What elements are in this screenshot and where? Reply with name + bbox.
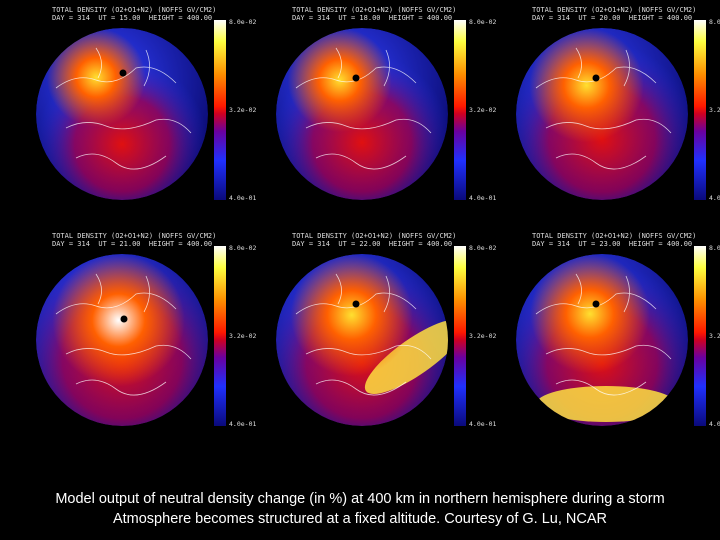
colorbar-mid-label: 3.2e-02: [229, 332, 257, 340]
colorbar-min-label: 4.0e-01: [229, 194, 257, 202]
globe-panel: TOTAL DENSITY (O2+O1+N2) (NOFFS GV/CM2) …: [502, 6, 720, 228]
colorbar-mid-label: 3.2e-02: [469, 106, 497, 114]
colorbar-max-label: 8.0e-02: [469, 244, 497, 252]
colorbar-max-label: 8.0e-02: [229, 244, 257, 252]
caption-line-1: Model output of neutral density change (…: [55, 491, 665, 507]
colorbar-min-label: 4.0e-01: [469, 194, 497, 202]
colorbar-max-label: 8.0e-02: [469, 18, 497, 26]
colorbar: [694, 20, 706, 200]
panel-header: TOTAL DENSITY (O2+O1+N2) (NOFFS GV/CM2) …: [532, 6, 697, 22]
panel-header: TOTAL DENSITY (O2+O1+N2) (NOFFS GV/CM2) …: [292, 6, 457, 22]
colorbar: [694, 246, 706, 426]
colorbar-mid-label: 3.2e-02: [709, 332, 720, 340]
panel-header: TOTAL DENSITY (O2+O1+N2) (NOFFS GV/CM2) …: [292, 232, 457, 248]
colorbar: [214, 20, 226, 200]
colorbar-max-label: 8.0e-02: [229, 18, 257, 26]
colorbar-min-label: 4.0e-01: [229, 420, 257, 428]
density-globe: [36, 254, 208, 426]
colorbar-max-label: 8.0e-02: [709, 244, 720, 252]
caption-line-2: Atmosphere becomes structured at a fixed…: [112, 511, 608, 527]
density-globe: [36, 28, 208, 200]
density-globe: [516, 254, 688, 426]
panel-header: TOTAL DENSITY (O2+O1+N2) (NOFFS GV/CM2) …: [52, 6, 217, 22]
colorbar: [454, 246, 466, 426]
colorbar-min-label: 4.0e-01: [709, 194, 720, 202]
panel-header: TOTAL DENSITY (O2+O1+N2) (NOFFS GV/CM2) …: [52, 232, 217, 248]
globe-panel: TOTAL DENSITY (O2+O1+N2) (NOFFS GV/CM2) …: [22, 232, 257, 454]
colorbar-mid-label: 3.2e-02: [709, 106, 720, 114]
density-globe: [276, 254, 448, 426]
panel-header: TOTAL DENSITY (O2+O1+N2) (NOFFS GV/CM2) …: [532, 232, 697, 248]
colorbar-mid-label: 3.2e-02: [469, 332, 497, 340]
globe-panel: TOTAL DENSITY (O2+O1+N2) (NOFFS GV/CM2) …: [502, 232, 720, 454]
globe-panel: TOTAL DENSITY (O2+O1+N2) (NOFFS GV/CM2) …: [262, 6, 497, 228]
colorbar-mid-label: 3.2e-02: [229, 106, 257, 114]
colorbar: [454, 20, 466, 200]
density-globe: [516, 28, 688, 200]
colorbar-min-label: 4.0e-01: [469, 420, 497, 428]
density-globe: [276, 28, 448, 200]
colorbar: [214, 246, 226, 426]
colorbar-min-label: 4.0e-01: [709, 420, 720, 428]
globe-panel: TOTAL DENSITY (O2+O1+N2) (NOFFS GV/CM2) …: [262, 232, 497, 454]
globe-panel: TOTAL DENSITY (O2+O1+N2) (NOFFS GV/CM2) …: [22, 6, 257, 228]
colorbar-max-label: 8.0e-02: [709, 18, 720, 26]
